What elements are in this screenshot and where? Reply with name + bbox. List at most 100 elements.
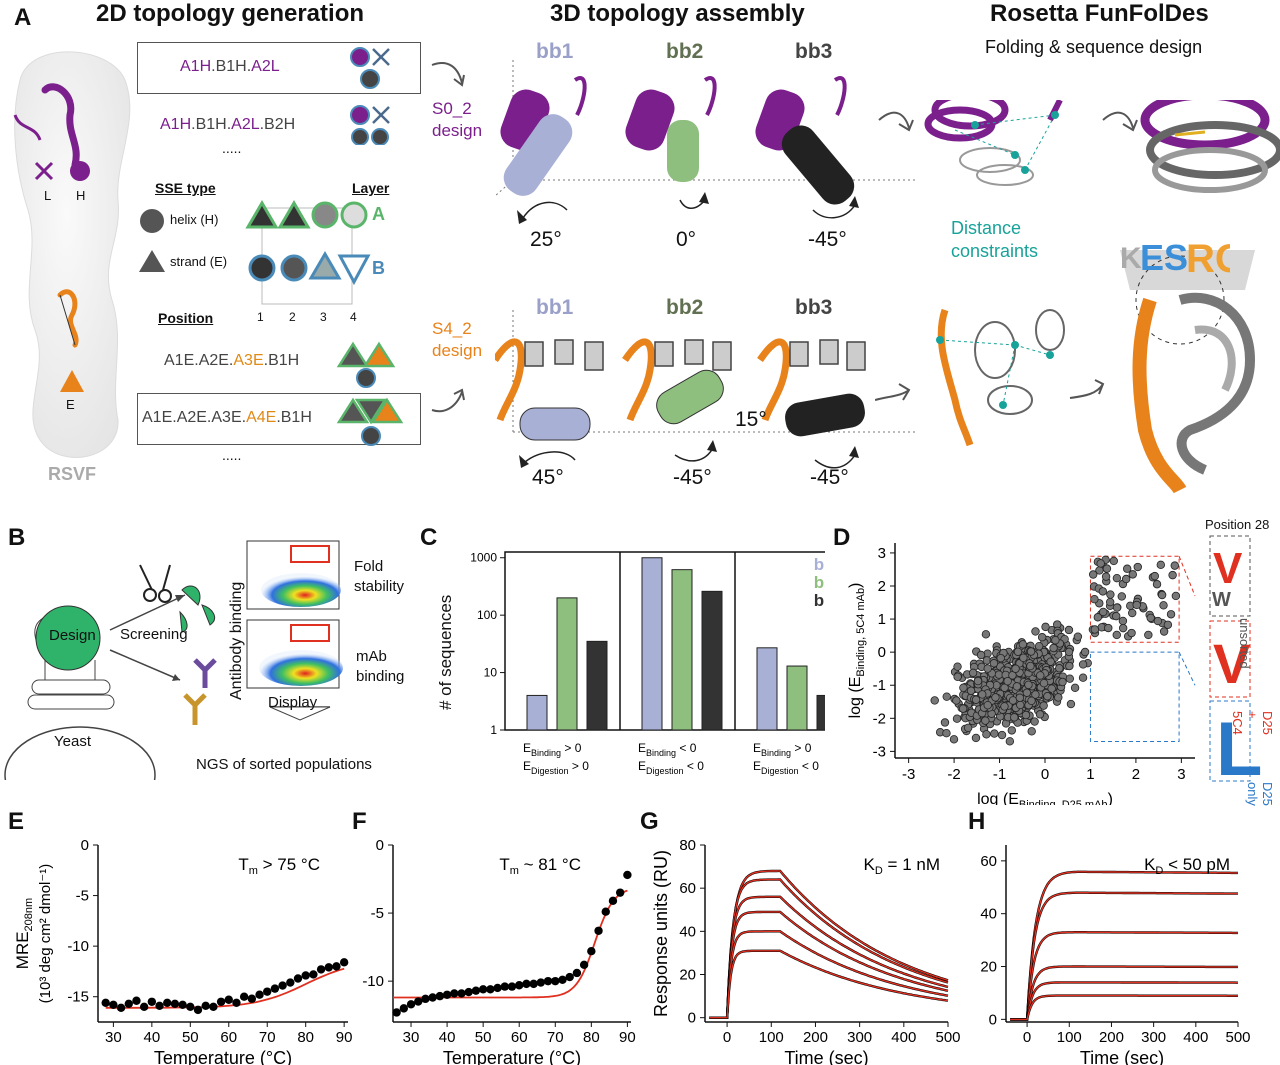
link-line	[1178, 556, 1196, 597]
data-point	[442, 990, 452, 999]
x-tick-label: -2	[947, 766, 960, 783]
data-point	[324, 963, 333, 972]
scatter-point	[997, 730, 1007, 740]
scatter-point	[1007, 726, 1017, 735]
data-point	[464, 987, 473, 997]
data-point	[587, 947, 596, 956]
scatter-point	[981, 630, 991, 639]
scatter-point	[1043, 692, 1052, 701]
x-tick-label: 100	[759, 1029, 784, 1046]
angle-bb3-top: -45°	[808, 228, 847, 251]
data-point	[247, 994, 257, 1003]
spr-chart-h: 0 100 200 300 400 500 0 20 40 60 Time (sec) KD < 50…	[980, 845, 1251, 1065]
y-tick-label: 1	[878, 611, 886, 628]
y-tick-label: 1000	[470, 551, 497, 565]
data-point	[522, 979, 531, 989]
scatter-point	[1010, 713, 1019, 722]
data-point	[579, 960, 589, 970]
bb2-label-top: bb2	[666, 40, 704, 63]
sensorgram-trace	[709, 895, 949, 1019]
angle-bb1-top: 25°	[530, 228, 562, 251]
y-tick-label: 2	[878, 578, 886, 595]
sensorgram-trace	[709, 910, 949, 1019]
data-point	[551, 976, 560, 986]
distance-constraints-label: Distance constraints	[951, 218, 1039, 261]
scatter-point	[1039, 701, 1048, 710]
scatter-point	[1039, 678, 1049, 688]
x-tick-label: 3	[1177, 766, 1185, 783]
x-tick-label: 70	[259, 1029, 276, 1046]
scatter-point	[1146, 613, 1155, 623]
panel-g-label: G	[640, 808, 659, 835]
annotation: Tm > 75 °C	[238, 855, 320, 877]
data-point	[478, 985, 488, 994]
data-point	[270, 984, 280, 993]
x-tick-label: 60	[220, 1029, 237, 1046]
scatter-point	[1026, 647, 1036, 656]
bar-bb1	[641, 557, 663, 731]
design-blob	[35, 605, 101, 671]
scatter-point	[1034, 641, 1044, 651]
unsorted-label: unsorted	[1237, 618, 1252, 669]
x-tick-label: 90	[336, 1029, 353, 1046]
spr-chart-g: 0 100 200 300 400 500 0 20 40 60 80 Time (sec) KD = …	[651, 837, 961, 1065]
data-point	[301, 971, 310, 980]
position-4: 4	[350, 310, 357, 324]
data-point	[594, 926, 603, 935]
scatter-point	[940, 718, 950, 727]
scatter-point	[1047, 684, 1056, 693]
fit-curve	[1010, 981, 1238, 1021]
legend-bb2: bb2	[814, 573, 825, 592]
scatter-point	[1099, 607, 1108, 617]
angle-bb2-top: 0°	[676, 228, 697, 251]
y-tick-label: 40	[980, 906, 997, 923]
sensorgram-trace	[1010, 981, 1238, 1021]
logo-letter: V	[1213, 544, 1243, 593]
data-point	[601, 907, 610, 916]
y-axis-label-1: MRE208nm	[13, 898, 35, 969]
fit-curve	[1010, 931, 1238, 1021]
topology-glyphs-2	[336, 341, 404, 446]
topology-box-1	[137, 42, 421, 94]
data-point	[186, 1002, 195, 1012]
strand-label: E	[66, 397, 75, 412]
x-tick-label: 40	[144, 1029, 161, 1046]
scatter-point	[1030, 717, 1039, 726]
fit-curve	[709, 950, 949, 1019]
topology-3: A1E.A2E.A3E.B1H	[164, 352, 300, 369]
bb1-label-bottom: bb1	[536, 296, 574, 319]
rsvf-label: RSVF	[48, 464, 96, 480]
screening-illustration	[4, 564, 331, 780]
data-point	[124, 999, 133, 1008]
col1-title: 2D topology generation	[96, 0, 365, 27]
scatter-point	[1090, 594, 1099, 604]
x-tick-label: 40	[439, 1029, 456, 1046]
data-point	[414, 997, 423, 1006]
data-point	[471, 986, 481, 995]
scatter-point	[1055, 664, 1064, 673]
scatter-point	[1041, 622, 1050, 632]
scatter-point	[952, 714, 962, 723]
scatter-point	[1031, 690, 1040, 699]
angle-15: 15°	[735, 408, 767, 431]
group-label: EDigestion > 0	[523, 759, 589, 776]
scatter-point	[991, 693, 1000, 702]
annotation: KD = 1 nM	[864, 855, 940, 877]
scatter-point	[1150, 571, 1159, 581]
scissors-icon	[139, 564, 172, 603]
scatter-point	[1022, 688, 1032, 697]
panel-e-label: E	[8, 808, 25, 835]
data-point	[623, 870, 632, 880]
scatter-point	[1159, 627, 1169, 636]
data-point	[558, 975, 567, 984]
y-tick-label: 20	[679, 967, 696, 984]
col3-subtitle: Folding & sequence design	[985, 37, 1203, 57]
x-tick-label: 500	[935, 1029, 960, 1046]
scatter-point	[1065, 674, 1075, 683]
scatter-point	[1036, 671, 1045, 680]
data-point	[565, 972, 574, 982]
layer-b-label: B	[372, 258, 385, 278]
group-label: EBinding < 0	[638, 741, 697, 758]
angle-bb2-bottom: -45°	[673, 466, 712, 489]
bar-bb3	[586, 640, 608, 731]
